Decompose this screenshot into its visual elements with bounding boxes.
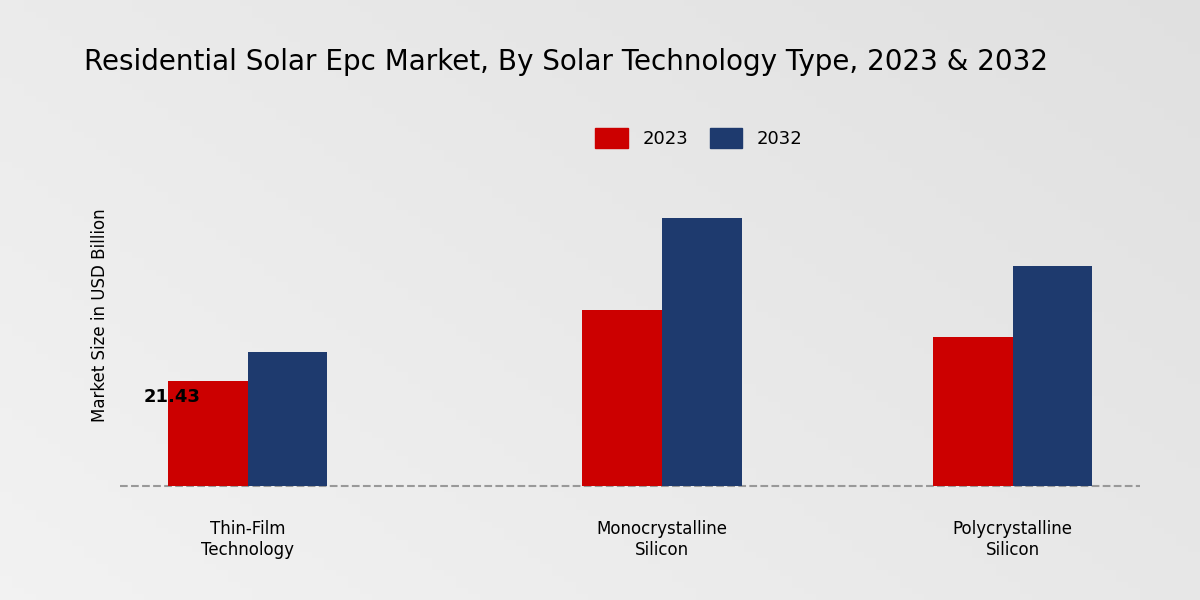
Bar <box>1013 266 1092 485</box>
Bar <box>932 337 1013 485</box>
Bar <box>168 381 247 485</box>
Bar <box>247 352 328 485</box>
Text: 21.43: 21.43 <box>144 388 200 406</box>
Y-axis label: Market Size in USD Billion: Market Size in USD Billion <box>91 208 109 422</box>
Bar <box>582 310 662 485</box>
Text: Residential Solar Epc Market, By Solar Technology Type, 2023 & 2032: Residential Solar Epc Market, By Solar T… <box>84 48 1048 76</box>
Bar <box>662 217 742 485</box>
Legend: 2023, 2032: 2023, 2032 <box>588 121 810 155</box>
